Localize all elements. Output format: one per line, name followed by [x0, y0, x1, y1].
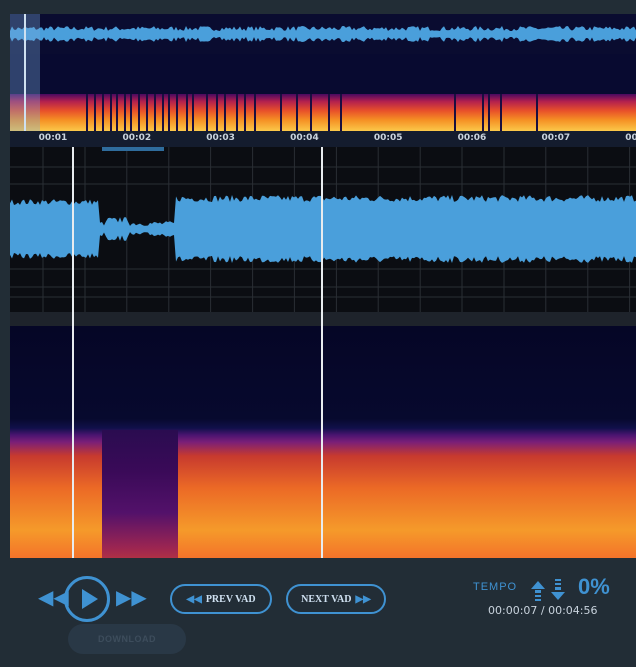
time-tick-label: 00:05: [373, 133, 403, 143]
selection-start-marker[interactable]: [72, 147, 74, 558]
download-button[interactable]: DOWNLOAD: [68, 624, 186, 654]
overview-silence-gap: [186, 94, 188, 131]
overview-silence-gap: [124, 94, 126, 131]
overview-silence-gap: [162, 94, 164, 131]
overview-silence-gap: [168, 94, 170, 131]
rewind-icon[interactable]: ◀◀: [38, 587, 69, 609]
overview-spectrogram[interactable]: [10, 94, 636, 131]
time-tick-label: 00:07: [541, 133, 571, 143]
waveform-panel[interactable]: [10, 147, 636, 312]
overview-silence-gap: [102, 94, 104, 131]
prev-vad-button[interactable]: ◀◀ PREV VAD: [170, 584, 272, 614]
time-tick-label: 00:04: [290, 133, 319, 143]
overview-silence-gap: [116, 94, 118, 131]
overview-silence-gap: [224, 94, 226, 131]
tempo-arrows: [531, 579, 565, 601]
prev-vad-label: PREV VAD: [205, 593, 256, 605]
time-readout: 00:00:07 / 00:04:56: [488, 604, 598, 617]
overview-silence-gap: [500, 94, 502, 131]
overview-silence-gap: [244, 94, 246, 131]
play-button[interactable]: [64, 576, 110, 622]
overview-waveform[interactable]: [10, 14, 636, 54]
waveform-svg: [10, 147, 636, 312]
download-label: DOWNLOAD: [98, 634, 156, 644]
spectrogram-panel[interactable]: [10, 326, 636, 558]
time-tick-label: 00:01: [38, 133, 68, 143]
overview-silence-gap: [138, 94, 140, 131]
time-tick-label: 00:08: [625, 133, 636, 143]
tempo-down-icon[interactable]: [551, 579, 565, 600]
overview-silence-gap: [154, 94, 156, 131]
audio-editor-frame: 00:01 00:02 00:03 00:04 00:05 00:06 00:07 00:08…: [10, 14, 636, 558]
next-icon: ▶▶: [355, 593, 371, 605]
selection-bar[interactable]: [102, 147, 164, 151]
overview-silence-gap: [130, 94, 132, 131]
overview-background: [10, 54, 636, 94]
overview-silence-gap: [340, 94, 342, 131]
tempo-label: TEMPO: [473, 581, 518, 593]
time-tick-label: 00:03: [206, 133, 235, 143]
prev-icon: ◀◀: [186, 593, 202, 605]
overview-silence-gap: [536, 94, 538, 131]
time-ruler[interactable]: 00:01 00:02 00:03 00:04 00:05 00:06 00:07 00:08…: [10, 131, 636, 147]
overview-silence-gap: [482, 94, 484, 131]
overview-silence-gap: [110, 94, 112, 131]
overview-silence-gap: [296, 94, 298, 131]
overview-silence-gap: [310, 94, 312, 131]
overview-silence-gap: [236, 94, 238, 131]
overview-silence-gap: [192, 94, 194, 131]
spectrogram-quiet-region: [102, 430, 178, 558]
overview-silence-gap: [206, 94, 208, 131]
overview-silence-gap: [280, 94, 282, 131]
overview-silence-gap: [454, 94, 456, 131]
time-tick-label: 00:02: [122, 133, 152, 143]
overview-silence-gap: [94, 94, 96, 131]
overview-waveform-svg: [10, 26, 636, 42]
overview-silence-gap: [176, 94, 178, 131]
overview-silence-gap: [328, 94, 330, 131]
panel-divider[interactable]: [10, 312, 636, 326]
fast-forward-icon[interactable]: ▶▶: [116, 587, 147, 609]
next-vad-label: NEXT VAD: [301, 593, 352, 605]
playhead-line[interactable]: [321, 147, 323, 558]
overview-playhead: [24, 14, 26, 131]
time-tick-label: 00:06: [457, 133, 487, 143]
tempo-up-icon[interactable]: [531, 581, 545, 601]
overview-silence-gap: [488, 94, 490, 131]
overview-silence-gap: [254, 94, 256, 131]
play-icon: [82, 589, 98, 609]
tempo-value: 0%: [578, 574, 610, 599]
overview-silence-gap: [216, 94, 218, 131]
next-vad-button[interactable]: NEXT VAD ▶▶: [286, 584, 386, 614]
overview-silence-gap: [146, 94, 148, 131]
overview-silence-gap: [86, 94, 88, 131]
